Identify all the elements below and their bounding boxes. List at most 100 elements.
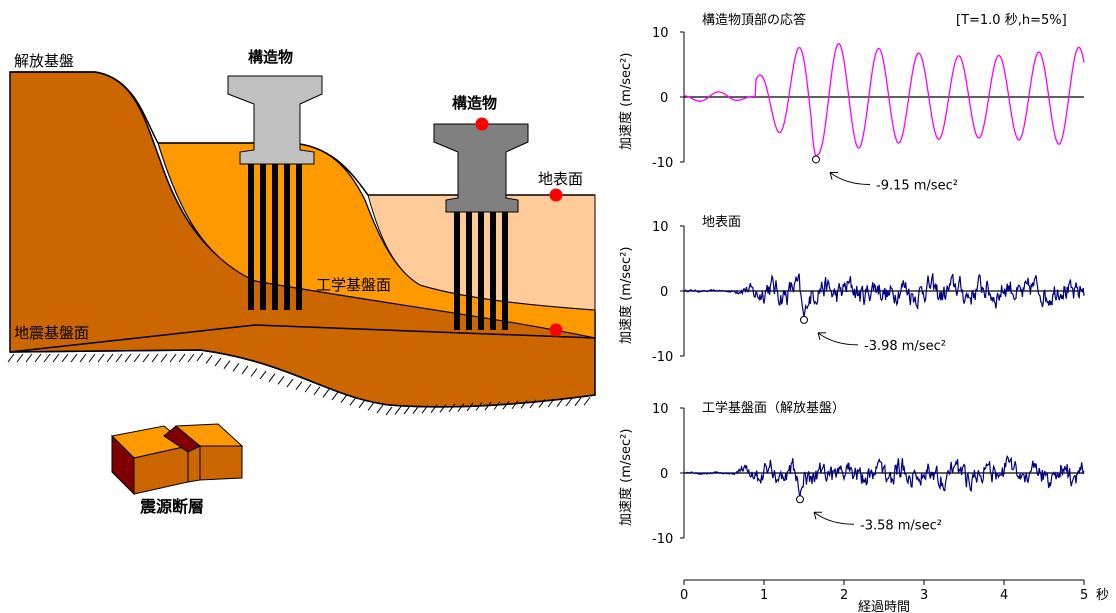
time-history-charts: 10 0 -10 加速度 (m/sec²) 構造物頂部の応答 [T=1.0 秒,…	[618, 12, 1109, 613]
marker-ground-surface	[549, 188, 563, 202]
pile	[478, 212, 484, 330]
peak-marker	[812, 155, 820, 164]
hatch-mark	[547, 398, 555, 408]
hatch-mark	[502, 400, 510, 410]
hatch-mark	[430, 404, 438, 414]
xtick-label: 5	[1080, 588, 1088, 603]
xtick-label: 0	[680, 588, 688, 603]
pile	[454, 212, 460, 330]
hatch-mark	[16, 353, 24, 363]
hatch-mark	[151, 353, 159, 363]
hatch-mark	[583, 396, 591, 406]
hatch-mark	[493, 401, 501, 410]
chart-title: 地表面	[702, 215, 741, 230]
hatch-mark	[556, 398, 564, 407]
fault-block	[110, 423, 244, 496]
hatch-mark	[412, 405, 420, 414]
y-axis-label: 加速度 (m/sec²)	[618, 247, 634, 344]
hatch-mark	[124, 353, 132, 363]
pile	[260, 164, 266, 310]
hatch-mark	[376, 404, 384, 414]
ytick-label: 10	[652, 402, 669, 417]
hatch-mark	[142, 353, 150, 363]
ytick-label: 10	[652, 26, 669, 41]
hatch-mark	[160, 353, 168, 363]
hatch-mark	[385, 406, 393, 416]
series-line-ground-surface	[683, 273, 1085, 317]
hatch-mark	[187, 353, 195, 363]
y-axis-label: 加速度 (m/sec²)	[618, 429, 634, 526]
hatch-mark	[331, 391, 339, 401]
hatch-mark	[79, 353, 87, 363]
xtick-label: 4	[1000, 588, 1008, 603]
hatch-mark	[25, 353, 33, 363]
hatch-mark	[223, 360, 231, 369]
hatch-mark	[574, 397, 582, 406]
label-structure-left: 構造物	[248, 48, 293, 66]
hatch-mark	[232, 362, 240, 372]
hatch-mark	[520, 400, 528, 409]
peak-marker	[796, 495, 804, 504]
pile	[284, 164, 290, 310]
hatch-mark	[394, 406, 402, 415]
hatch-mark	[259, 370, 267, 380]
chart-engineering-base: 10 0 -10 加速度 (m/sec²) 工学基盤面（解放基盤） -3.58 …	[618, 400, 1085, 547]
ytick-label: -10	[652, 350, 673, 365]
series-line-engineering-base	[683, 455, 1085, 497]
hatch-mark	[475, 402, 483, 411]
hatch-mark	[484, 401, 492, 411]
ytick-label: 10	[652, 220, 669, 235]
hatch-mark	[466, 402, 474, 412]
hatch-mark	[34, 353, 42, 363]
hatch-mark	[169, 353, 177, 363]
pile	[248, 164, 254, 310]
hatch-mark	[322, 389, 330, 398]
xtick-label: 1	[760, 588, 768, 603]
xtick-label: 3	[920, 588, 928, 603]
peak-arrow	[813, 511, 855, 525]
hatch-mark	[349, 396, 357, 406]
marker-structure-top	[475, 117, 489, 131]
hatch-mark	[241, 365, 249, 375]
structure-right	[433, 123, 529, 330]
hatch-mark	[250, 368, 258, 377]
label-ground-surface: 地表面	[538, 170, 583, 188]
hatch-mark	[367, 402, 375, 411]
peak-label: -3.58 m/sec²	[860, 518, 942, 533]
x-axis-label: 経過時間	[858, 600, 910, 613]
pile	[466, 212, 472, 330]
label-structure-right: 構造物	[452, 94, 497, 112]
hatch-mark	[286, 378, 294, 388]
ytick-label: -10	[652, 532, 673, 547]
peak-label: -9.15 m/sec²	[876, 178, 958, 193]
xtick-label: 2	[840, 588, 848, 603]
hatch-mark	[538, 399, 546, 408]
ytick-label: 0	[660, 285, 668, 300]
hatch-mark	[7, 353, 15, 363]
pile	[272, 164, 278, 310]
peak-label: -3.98 m/sec²	[864, 339, 946, 354]
hatch-mark	[403, 405, 411, 415]
peak-arrow	[817, 332, 859, 346]
label-fault: 震源断層	[139, 497, 204, 516]
chart-structure-top: 10 0 -10 加速度 (m/sec²) 構造物頂部の応答 [T=1.0 秒,…	[618, 12, 1085, 193]
hatch-mark	[313, 386, 321, 396]
peak-arrow	[829, 171, 871, 185]
hatch-mark	[133, 353, 141, 363]
hatch-mark	[439, 403, 447, 413]
hatch-mark	[529, 399, 537, 409]
label-bedrock-open: 解放基盤	[14, 52, 74, 70]
x-axis: 0 1 2 3 4 5 秒 経過時間	[680, 579, 1109, 613]
hatch-mark	[61, 353, 69, 363]
hatch-mark	[457, 403, 465, 412]
hatch-mark	[52, 353, 60, 363]
series-line-structure-top	[683, 43, 1085, 158]
bedrock-hatching	[7, 352, 591, 416]
pile	[502, 212, 508, 330]
ytick-label: 0	[660, 91, 668, 106]
hatch-mark	[421, 404, 429, 414]
hatch-mark	[448, 403, 456, 413]
hatch-mark	[205, 355, 213, 364]
hatch-mark	[565, 397, 573, 407]
